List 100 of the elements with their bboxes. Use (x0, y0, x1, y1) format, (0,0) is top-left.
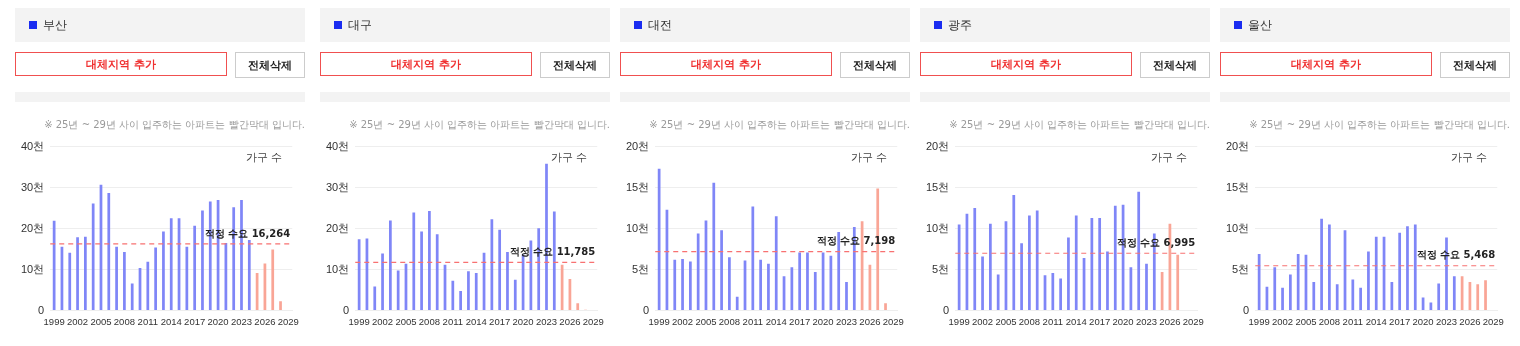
bar (696, 233, 700, 311)
bar (498, 229, 502, 311)
bar (1281, 287, 1284, 311)
x-tick-label: 2008 (1018, 315, 1040, 327)
bar (1406, 226, 1409, 311)
bar (884, 303, 887, 311)
x-tick-label: 2020 (1412, 315, 1434, 327)
x-tick-label: 2002 (971, 315, 994, 327)
bar (552, 211, 556, 311)
x-tick-label: 2026 (1459, 315, 1481, 327)
bar (1106, 251, 1109, 311)
x-tick-label: 1999 (348, 315, 370, 327)
bar (774, 216, 778, 311)
y-tick-label: 10천 (1225, 221, 1250, 234)
x-tick-label: 2017 (489, 315, 511, 327)
text: 대체지역 추가 (920, 52, 1132, 76)
bar (435, 234, 439, 311)
bar (459, 290, 462, 311)
bar (767, 263, 770, 311)
bar (373, 286, 377, 311)
bar (576, 303, 580, 311)
bar (1257, 254, 1261, 311)
bar (1312, 281, 1316, 311)
x-tick-label: 2014 (160, 315, 182, 327)
bar (1059, 278, 1062, 311)
x-tick-label: 2005 (995, 315, 1017, 327)
chart-title: 대전 (648, 17, 672, 34)
x-tick-label: 2029 (582, 315, 604, 327)
bar (506, 251, 509, 311)
x-tick-label: 2017 (1089, 315, 1111, 327)
bar (681, 258, 684, 311)
bar (1351, 279, 1355, 311)
y-tick-label: 30천 (20, 180, 45, 193)
bar (1476, 284, 1480, 311)
bar (790, 267, 794, 311)
x-tick-label: 2017 (789, 315, 811, 327)
bar (806, 252, 809, 311)
bar (467, 271, 470, 311)
x-tick-label: 2023 (835, 315, 858, 327)
y-tick-label: 40천 (20, 139, 45, 152)
x-tick-label: 2026 (254, 315, 276, 327)
bar (52, 220, 56, 311)
x-tick-label: 2008 (718, 315, 740, 327)
bar (657, 168, 661, 311)
bar (107, 192, 111, 311)
bar (1051, 272, 1055, 311)
bar (381, 253, 384, 311)
y-axis-title: 가구 수 (245, 150, 283, 164)
bar (1390, 281, 1394, 311)
bar (1437, 283, 1441, 311)
bar (1335, 284, 1339, 311)
bar (474, 272, 478, 311)
bar (735, 296, 739, 311)
x-tick-label: 2020 (812, 315, 834, 327)
chart-title: 광주 (948, 17, 972, 34)
y-axis-title: 가구 수 (1450, 150, 1488, 164)
y-tick-label: 5천 (632, 262, 650, 275)
bar (1020, 243, 1023, 311)
y-tick-label: 0 (943, 303, 950, 316)
bar (91, 203, 95, 311)
x-tick-label: 2002 (671, 315, 694, 327)
bar (759, 259, 762, 311)
bar (751, 206, 755, 311)
text: 대체지역 추가 (320, 52, 532, 76)
x-tick-label: 2002 (66, 315, 89, 327)
x-tick-label: 2026 (1159, 315, 1181, 327)
y-tick-label: 0 (343, 303, 350, 316)
y-tick-label: 20천 (1225, 139, 1250, 152)
chart-subtitle: ※ 25년 ~ 29년 사이 입주하는 아파트는 빨간막대 입니다. (648, 118, 910, 132)
bar (837, 231, 841, 311)
bar (845, 281, 848, 311)
bar (1398, 232, 1402, 311)
bar (813, 272, 817, 311)
bar (689, 261, 692, 311)
bar (996, 274, 1000, 311)
bar (451, 280, 455, 311)
bar (989, 223, 992, 311)
y-tick-label: 20천 (625, 139, 650, 152)
chart-title: 대구 (348, 17, 372, 34)
bar (720, 230, 723, 311)
x-tick-label: 2023 (1135, 315, 1158, 327)
x-tick-label: 2020 (512, 315, 534, 327)
chart-subtitle: ※ 25년 ~ 29년 사이 입주하는 아파트는 빨간막대 입니다. (948, 118, 1210, 132)
bar (428, 210, 431, 311)
bar (1289, 274, 1292, 311)
bar (1413, 224, 1417, 311)
text: 대체지역 추가 (620, 52, 832, 76)
x-tick-label: 2011 (742, 315, 764, 327)
x-tick-label: 1999 (43, 315, 65, 327)
bar (185, 246, 189, 311)
bar (146, 261, 150, 311)
bar (973, 208, 977, 311)
x-tick-label: 2029 (1482, 315, 1504, 327)
bar (1035, 210, 1039, 311)
x-tick-label: 2014 (1065, 315, 1087, 327)
bar (1145, 263, 1148, 311)
y-tick-label: 20천 (325, 221, 350, 234)
x-tick-label: 2005 (395, 315, 417, 327)
bar (1273, 267, 1277, 311)
x-tick-label: 2023 (535, 315, 558, 327)
